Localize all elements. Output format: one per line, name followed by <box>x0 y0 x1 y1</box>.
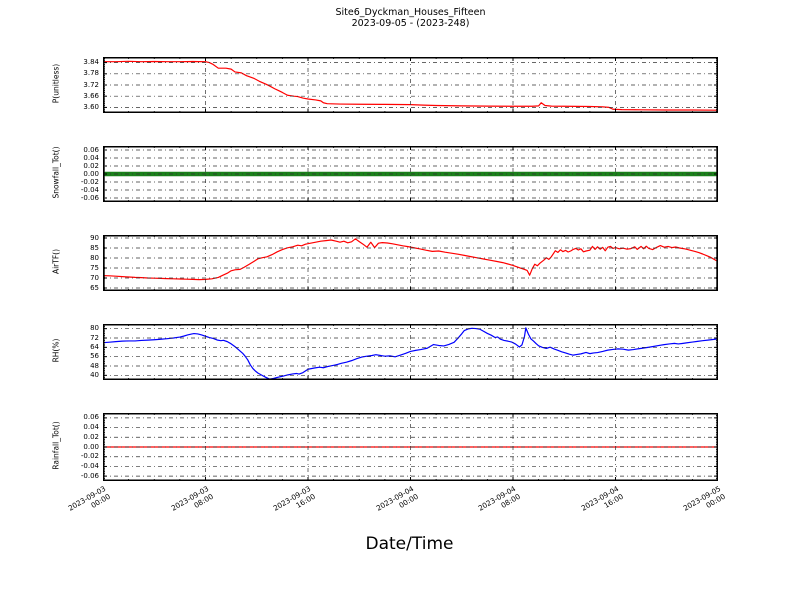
subplot-snowfall: Snowfall_Tot() -0.06 -0.04 -0.02 0.00 0.02 0.… <box>0 146 800 202</box>
y-tick-label-snowfall-total-5: 0.04 <box>83 153 99 162</box>
y-tick-label-snowfall-total-2: -0.02 <box>80 177 99 186</box>
y-tick-label-snowfall-total-0: -0.06 <box>80 193 99 202</box>
y-tick-label-air-temperature-0: 65 <box>90 283 99 292</box>
subplot-pressure: P(unitless) 3.60 3.66 3.72 3.78 3.84 <box>0 57 800 113</box>
plot-area-pressure <box>103 57 718 113</box>
y-tick-label-pressure-3: 3.78 <box>83 69 99 78</box>
subplot-relative-humidity: RH(%) 40 48 56 64 72 80 <box>0 324 800 380</box>
y-tick-label-rainfall-total-1: -0.04 <box>80 461 99 470</box>
y-tick-label-snowfall-total-1: -0.04 <box>80 185 99 194</box>
y-tick-label-relative-humidity-1: 48 <box>90 361 99 370</box>
y-tick-label-relative-humidity-4: 72 <box>90 333 99 342</box>
y-tick-label-rainfall-total-6: 0.06 <box>83 413 99 422</box>
y-tick-label-air-temperature-3: 80 <box>90 253 99 262</box>
plot-area-air-temperature <box>103 235 718 291</box>
chart-title-line1: Site6_Dyckman_Houses_Fifteen <box>335 7 486 18</box>
chart-title-line2: 2023-09-05 - (2023-248) <box>351 18 470 29</box>
y-tick-label-pressure-0: 3.60 <box>83 102 99 111</box>
plot-area-relative-humidity <box>103 324 718 380</box>
plot-area-rainfall-total <box>103 413 718 481</box>
y-tick-label-snowfall-total-3: 0.00 <box>83 169 99 178</box>
plot-area-snowfall-total <box>103 146 718 202</box>
series-line-relative-humidity <box>103 327 718 380</box>
y-tick-label-air-temperature-2: 75 <box>90 263 99 272</box>
y-tick-label-air-temperature-1: 70 <box>90 273 99 282</box>
series-line-pressure <box>103 60 718 111</box>
subplot-rainfall: Rainfall_Tot() -0.06 -0.04 -0.02 0.00 0.02 0.… <box>0 413 800 481</box>
subplot-air-temperature: AirTF() 65 70 75 80 85 90 <box>0 233 800 292</box>
y-tick-label-relative-humidity-3: 64 <box>90 342 99 351</box>
y-tick-label-air-temperature-5: 90 <box>90 233 99 242</box>
y-tick-label-pressure-1: 3.66 <box>83 91 99 100</box>
y-tick-label-relative-humidity-0: 40 <box>90 370 99 379</box>
y-tick-label-rainfall-total-0: -0.06 <box>80 471 99 480</box>
x-axis-label: Date/Time <box>365 534 454 554</box>
y-tick-label-rainfall-total-3: 0.00 <box>83 442 99 451</box>
y-tick-label-air-temperature-4: 85 <box>90 243 99 252</box>
y-tick-label-rainfall-total-2: -0.02 <box>80 452 99 461</box>
y-tick-label-snowfall-total-4: 0.02 <box>83 161 99 170</box>
y-tick-label-relative-humidity-2: 56 <box>90 352 99 361</box>
y-tick-label-snowfall-total-6: 0.06 <box>83 145 99 154</box>
y-tick-label-rainfall-total-4: 0.02 <box>83 432 99 441</box>
y-tick-label-pressure-4: 3.84 <box>83 58 99 67</box>
y-tick-label-relative-humidity-5: 80 <box>90 324 99 333</box>
y-tick-label-pressure-2: 3.72 <box>83 80 99 89</box>
y-tick-label-rainfall-total-5: 0.04 <box>83 423 99 432</box>
chart-title: Site6_Dyckman_Houses_Fifteen 2023-09-05 … <box>103 7 718 29</box>
